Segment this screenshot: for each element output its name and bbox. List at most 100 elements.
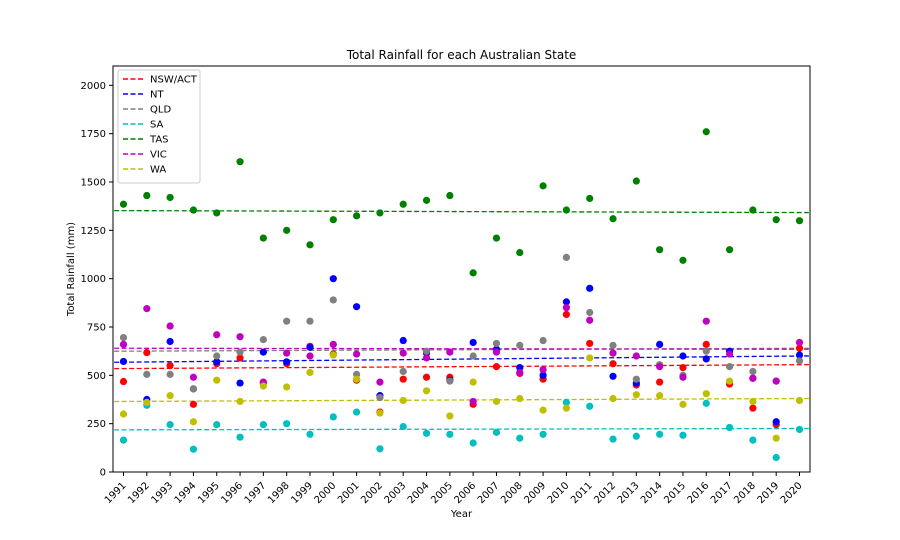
data-point	[586, 354, 594, 362]
data-point	[329, 413, 337, 421]
data-point	[562, 310, 570, 319]
data-point	[516, 248, 524, 257]
data-point	[469, 269, 477, 277]
legend-label: NT	[150, 90, 164, 101]
data-point	[259, 382, 267, 390]
data-point	[143, 191, 151, 200]
data-point	[143, 398, 151, 406]
data-point	[353, 212, 361, 220]
data-point	[399, 422, 407, 431]
data-point	[749, 397, 757, 406]
y-tick-label: 1250	[81, 226, 106, 237]
data-point	[679, 352, 687, 360]
data-point	[353, 303, 361, 311]
data-point	[609, 435, 617, 443]
data-point	[213, 331, 221, 339]
data-point	[609, 394, 617, 403]
data-point	[259, 421, 267, 429]
data-points	[119, 128, 804, 462]
data-point	[166, 421, 174, 429]
chart-title: Total Rainfall for each Australian State	[346, 48, 577, 62]
data-point	[283, 383, 291, 391]
data-point	[329, 275, 337, 283]
data-point	[213, 352, 221, 360]
data-point	[516, 368, 524, 377]
data-point	[609, 360, 617, 368]
data-point	[236, 433, 244, 441]
data-point	[353, 375, 361, 383]
data-point	[422, 373, 431, 381]
data-point	[679, 373, 687, 381]
data-point	[446, 412, 454, 420]
data-point	[469, 338, 477, 347]
trend-lines	[114, 209, 809, 431]
data-point	[632, 432, 640, 440]
data-point	[539, 365, 547, 374]
data-point	[119, 334, 128, 342]
data-point	[353, 350, 361, 358]
data-point	[119, 200, 128, 208]
data-point	[795, 217, 804, 225]
data-point	[236, 397, 244, 406]
data-point	[539, 371, 547, 379]
data-point	[329, 216, 337, 224]
data-point	[422, 387, 431, 395]
data-point	[586, 194, 594, 203]
data-point	[656, 246, 664, 254]
data-point	[795, 344, 804, 352]
data-point	[119, 436, 128, 444]
data-point	[399, 200, 407, 208]
x-axis-label: Year	[450, 509, 473, 520]
trend-line	[114, 209, 809, 214]
data-point	[469, 378, 477, 386]
legend-label: WA	[150, 165, 166, 176]
data-point	[422, 347, 431, 355]
data-point	[656, 340, 664, 348]
legend-label: SA	[150, 120, 164, 131]
data-point	[166, 362, 174, 370]
data-point	[306, 430, 314, 438]
data-point	[562, 253, 570, 261]
legend: NSW/ACT NT QLD SA TAS VIC WA	[117, 69, 201, 184]
data-point	[586, 308, 594, 317]
y-tick-label: 1750	[81, 129, 106, 140]
y-tick-label: 250	[87, 419, 106, 430]
legend-label: TAS	[149, 135, 169, 146]
data-point	[539, 336, 547, 345]
data-point	[236, 333, 244, 341]
data-point	[609, 215, 617, 223]
data-point	[586, 339, 594, 348]
data-point	[562, 206, 570, 214]
data-point	[749, 374, 757, 382]
data-point	[143, 305, 151, 313]
data-point	[586, 402, 594, 410]
data-point	[399, 367, 407, 376]
data-point	[166, 322, 174, 330]
data-point	[539, 430, 547, 438]
data-point	[586, 284, 594, 292]
data-point	[283, 349, 291, 357]
data-point	[143, 348, 151, 357]
data-point	[189, 418, 198, 426]
data-point	[189, 206, 198, 214]
data-point	[166, 392, 174, 400]
data-point	[353, 408, 361, 416]
data-point	[446, 430, 454, 438]
data-point	[539, 406, 547, 414]
data-point	[772, 453, 780, 462]
data-point	[213, 209, 221, 217]
trend-line	[114, 355, 809, 363]
data-point	[376, 445, 384, 453]
y-tick-label: 500	[87, 371, 106, 382]
data-point	[516, 434, 524, 442]
data-point	[702, 317, 710, 325]
trend-line	[114, 347, 809, 350]
data-point	[679, 364, 687, 372]
data-point	[422, 429, 431, 437]
data-point	[632, 375, 640, 383]
data-point	[749, 404, 757, 412]
data-point	[656, 392, 664, 400]
data-point	[306, 241, 314, 249]
data-point	[119, 340, 128, 348]
